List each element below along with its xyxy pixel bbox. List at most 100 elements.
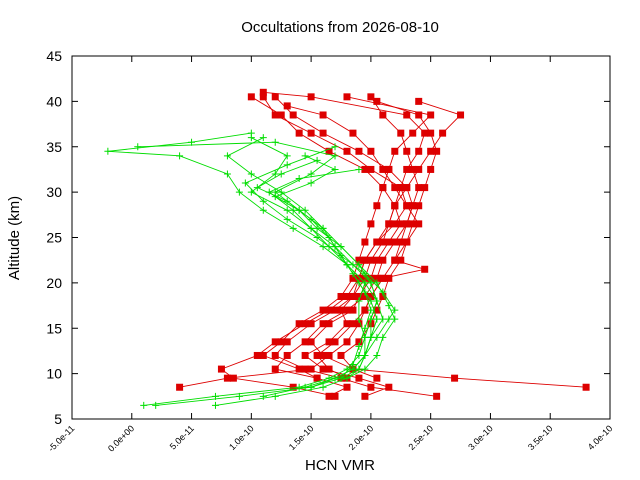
data-point xyxy=(289,206,297,214)
data-point xyxy=(319,111,327,119)
data-point xyxy=(235,188,243,196)
data-point xyxy=(259,206,267,214)
data-point xyxy=(582,383,590,391)
data-point xyxy=(283,215,291,223)
data-point xyxy=(211,401,219,409)
data-point xyxy=(247,188,255,196)
data-point xyxy=(355,165,363,173)
data-point xyxy=(367,315,375,323)
profile-line xyxy=(274,155,384,370)
data-point xyxy=(301,152,309,160)
data-point xyxy=(427,129,435,137)
data-point xyxy=(337,374,345,382)
data-point xyxy=(325,306,333,314)
data-point xyxy=(343,306,351,314)
data-point xyxy=(367,383,375,391)
data-point xyxy=(403,238,411,246)
data-point xyxy=(355,147,363,155)
data-point xyxy=(331,374,339,382)
x-axis-label: HCN VMR xyxy=(305,457,375,474)
data-point xyxy=(349,361,357,369)
y-tick-label: 10 xyxy=(46,366,62,382)
chart-title: Occultations from 2026-08-10 xyxy=(241,19,439,36)
data-point xyxy=(361,333,369,341)
data-point xyxy=(283,102,291,110)
data-point xyxy=(337,351,345,359)
data-point xyxy=(223,152,231,160)
data-point xyxy=(373,97,381,105)
data-point xyxy=(379,292,387,300)
data-point xyxy=(271,351,279,359)
data-point xyxy=(355,320,363,328)
data-point xyxy=(271,170,279,178)
y-tick-label: 5 xyxy=(54,411,62,427)
data-point xyxy=(325,320,333,328)
data-point xyxy=(301,383,309,391)
x-tick-label: 5.0e-11 xyxy=(168,423,196,451)
data-point xyxy=(283,197,291,205)
data-point xyxy=(277,170,285,178)
data-point xyxy=(415,220,423,228)
plot-border xyxy=(71,55,611,420)
data-point xyxy=(391,184,399,192)
y-tick-label: 15 xyxy=(46,320,62,336)
data-point xyxy=(367,306,375,314)
data-point xyxy=(409,129,417,137)
x-tick-label: 0.0e+00 xyxy=(106,423,136,453)
data-point xyxy=(331,165,339,173)
data-point xyxy=(349,270,357,278)
data-point xyxy=(247,170,255,178)
data-point xyxy=(367,93,375,101)
data-point xyxy=(325,365,333,373)
data-point xyxy=(415,184,423,192)
data-point xyxy=(349,292,357,300)
data-point xyxy=(152,401,160,409)
data-point xyxy=(391,256,399,264)
data-point xyxy=(415,111,423,119)
data-point xyxy=(355,292,363,300)
data-point xyxy=(343,383,351,391)
data-point xyxy=(379,288,387,296)
data-point xyxy=(313,351,321,359)
data-point xyxy=(397,238,405,246)
data-point xyxy=(367,333,375,341)
data-point xyxy=(259,88,267,96)
data-point xyxy=(343,320,351,328)
data-point xyxy=(349,320,357,328)
data-point xyxy=(403,165,411,173)
data-point xyxy=(361,292,369,300)
data-point xyxy=(349,306,357,314)
data-point xyxy=(421,184,429,192)
data-point xyxy=(355,338,363,346)
data-point xyxy=(451,374,459,382)
data-point xyxy=(355,256,363,264)
data-point xyxy=(289,224,297,232)
data-point xyxy=(361,288,369,296)
data-point xyxy=(325,234,333,241)
data-point xyxy=(319,351,327,359)
data-point xyxy=(433,392,441,400)
data-point xyxy=(373,315,381,323)
data-point xyxy=(361,392,369,400)
data-point xyxy=(397,129,405,137)
data-point xyxy=(373,306,381,314)
data-point xyxy=(325,351,333,359)
x-tick-label: 3.5e-10 xyxy=(526,423,555,452)
data-point xyxy=(176,383,184,391)
data-point xyxy=(403,202,411,210)
data-point xyxy=(409,165,417,173)
data-point xyxy=(361,165,369,173)
data-point xyxy=(301,206,309,214)
data-point xyxy=(355,297,363,305)
data-point xyxy=(355,315,363,323)
data-point xyxy=(271,365,279,373)
data-point xyxy=(253,351,261,359)
x-tick-label: 2.0e-10 xyxy=(347,423,376,452)
data-point xyxy=(427,111,435,119)
data-point xyxy=(379,238,387,246)
data-point xyxy=(271,338,279,346)
data-point xyxy=(343,338,351,346)
data-point xyxy=(355,342,363,350)
data-point xyxy=(337,243,345,251)
data-point xyxy=(373,238,381,246)
